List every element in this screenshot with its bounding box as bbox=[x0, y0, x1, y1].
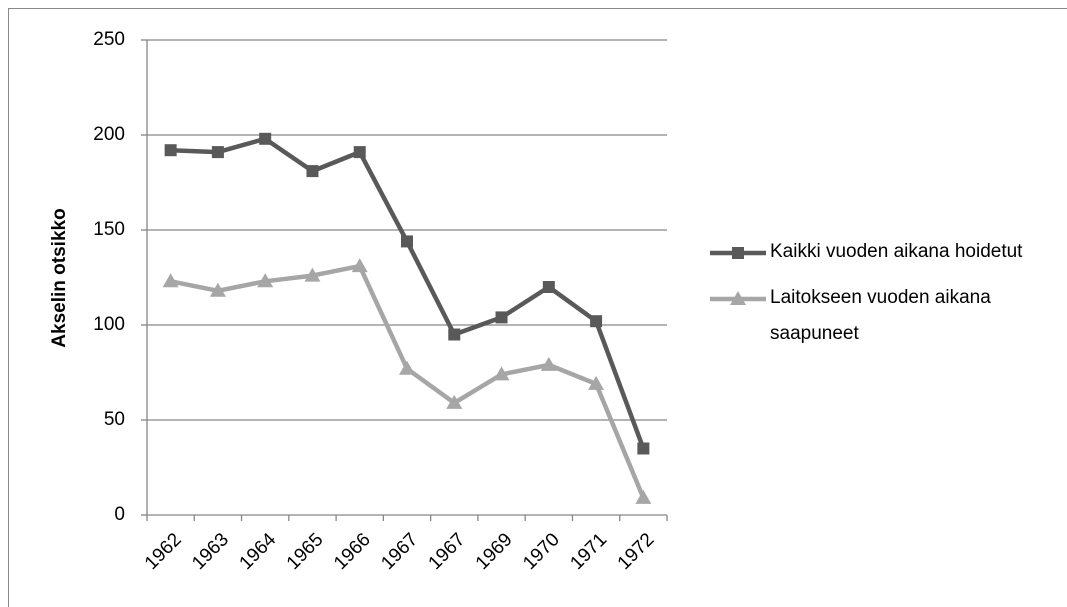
marker bbox=[448, 328, 461, 341]
marker bbox=[732, 247, 744, 259]
x-tick-label: 1972 bbox=[614, 529, 659, 574]
marker bbox=[635, 489, 652, 504]
marker bbox=[588, 375, 605, 390]
legend-label: Laitokseen vuoden aikana saapuneet bbox=[770, 287, 991, 344]
y-tick-label: 150 bbox=[93, 219, 125, 240]
x-tick-label: 1964 bbox=[236, 529, 281, 574]
x-tick-label: 1966 bbox=[330, 529, 375, 574]
legend-entry: Laitokseen vuoden aikana saapuneet bbox=[708, 282, 1058, 352]
y-tick-label: 50 bbox=[104, 409, 125, 430]
x-tick-label: 1965 bbox=[283, 529, 328, 574]
marker bbox=[351, 258, 368, 273]
series-line bbox=[170, 136, 646, 450]
marker bbox=[590, 315, 603, 328]
marker bbox=[259, 132, 272, 145]
legend: Kaikki vuoden aikana hoidetut Laitokseen … bbox=[708, 236, 1058, 364]
x-tick-label: 1970 bbox=[519, 529, 564, 574]
marker bbox=[209, 282, 226, 297]
legend-entry: Kaikki vuoden aikana hoidetut bbox=[708, 236, 1058, 270]
y-tick-label: 0 bbox=[114, 504, 125, 525]
marker bbox=[164, 144, 177, 157]
marker bbox=[446, 394, 463, 409]
marker bbox=[637, 442, 650, 455]
marker bbox=[162, 273, 179, 288]
y-tick-label: 100 bbox=[93, 314, 125, 335]
marker bbox=[306, 165, 319, 178]
marker bbox=[353, 146, 366, 159]
marker bbox=[257, 273, 274, 288]
series-line bbox=[170, 263, 646, 499]
marker bbox=[540, 356, 557, 371]
y-tick-label: 200 bbox=[93, 124, 125, 145]
chart-border bbox=[8, 8, 1067, 607]
x-tick-label: 1962 bbox=[141, 529, 186, 574]
marker bbox=[542, 281, 555, 293]
marker bbox=[493, 366, 510, 381]
marker bbox=[304, 267, 321, 282]
x-tick-label: 1967 bbox=[377, 529, 422, 574]
marker bbox=[211, 146, 224, 159]
legend-key bbox=[710, 247, 766, 259]
legend-label: Kaikki vuoden aikana hoidetut bbox=[770, 241, 1023, 262]
x-tick-label: 1971 bbox=[566, 529, 611, 574]
legend-key bbox=[710, 291, 766, 305]
x-tick-label: 1967 bbox=[425, 529, 470, 574]
marker bbox=[730, 291, 746, 305]
x-tick-label: 1969 bbox=[472, 529, 517, 574]
marker bbox=[399, 360, 415, 375]
x-tick-label: 1963 bbox=[188, 529, 233, 574]
marker bbox=[495, 311, 508, 324]
y-tick-label: 250 bbox=[93, 29, 125, 50]
marker bbox=[401, 235, 413, 248]
y-axis-title: Akselin otsikko bbox=[49, 208, 70, 347]
